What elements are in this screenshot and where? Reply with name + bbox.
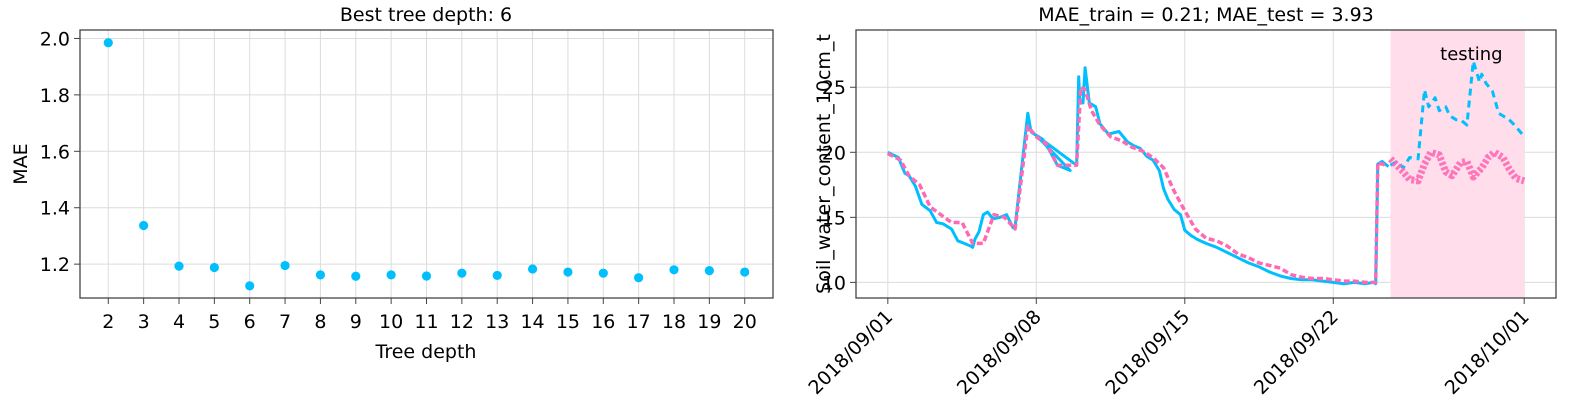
data-point [280, 260, 290, 271]
x-tick-label: 9 [350, 311, 362, 333]
y-ticks: 10 15 20 25 [822, 77, 856, 294]
data-point [351, 271, 361, 281]
series-test-prediction [1388, 148, 1526, 185]
y-axis-label: Soil_water_content_10cm_t [813, 34, 835, 294]
x-tick-label: 2 [102, 311, 114, 333]
x-tick-label: 18 [662, 311, 686, 333]
y-tick-label: 25 [822, 77, 846, 99]
x-tick-label: 2018/10/01 [1441, 306, 1534, 399]
data-point [527, 264, 538, 274]
x-tick-label: 17 [627, 311, 651, 333]
y-tick-label: 10 [822, 272, 846, 294]
x-tick-label: 20 [733, 311, 757, 333]
x-tick-label: 14 [520, 311, 544, 333]
data-point [139, 220, 149, 231]
x-tick-label: 2018/09/22 [1250, 306, 1343, 399]
y-ticks: 1.2 1.4 1.6 1.8 2.0 [40, 28, 80, 276]
data-point [598, 268, 608, 278]
x-tick-label: 6 [244, 311, 256, 333]
x-tick-label: 10 [379, 311, 403, 333]
y-tick-label: 1.6 [40, 141, 70, 163]
x-tick-label: 15 [556, 311, 580, 333]
data-point [457, 268, 467, 278]
data-point [563, 267, 573, 277]
data-point [492, 270, 502, 281]
data-point [315, 270, 326, 280]
x-tick-label: 2018/09/01 [804, 306, 897, 399]
testing-label: testing [1440, 44, 1502, 65]
x-tick-label: 2018/09/15 [1101, 306, 1194, 399]
data-point [174, 261, 184, 271]
series-observed [887, 66, 1390, 286]
x-tick-label: 12 [450, 311, 474, 333]
x-tick-label: 5 [208, 311, 220, 333]
data-point [704, 266, 714, 276]
data-point [103, 38, 113, 48]
data-point [421, 271, 432, 281]
y-tick-label: 2.0 [40, 28, 70, 50]
plot-frame [855, 29, 1557, 299]
x-tick-label: 16 [591, 311, 615, 333]
y-tick-label: 1.8 [40, 85, 70, 107]
data-point [634, 273, 644, 283]
x-ticks: 2 3 4 5 6 7 8 9 10 11 12 13 14 15 16 17 18 19 20 [102, 298, 757, 333]
y-tick-label: 1.4 [40, 198, 70, 220]
y-tick-label: 20 [822, 142, 846, 164]
soil-water-chart: testing 2018/09/01 2018/09/08 2018/09/15 20… [804, 4, 1557, 399]
x-tick-label: 11 [414, 311, 438, 333]
x-tick-label: 2018/09/08 [953, 306, 1046, 399]
chart-title: Best tree depth: 6 [340, 4, 512, 26]
data-points [103, 38, 750, 291]
chart-title: MAE_train = 0.21; MAE_test = 3.93 [1038, 4, 1374, 26]
gridlines [80, 30, 773, 298]
x-ticks: 2018/09/01 2018/09/08 2018/09/15 2018/09/22… [804, 298, 1534, 399]
data-point [740, 267, 750, 277]
x-tick-label: 7 [279, 311, 291, 333]
y-axis-label: MAE [10, 143, 32, 184]
x-tick-label: 13 [485, 311, 509, 333]
y-tick-label: 1.2 [40, 254, 70, 276]
depth-chart: 2 3 4 5 6 7 8 9 10 11 12 13 14 15 16 17 18 19 20 1.2 1.4 1.6… [10, 4, 774, 363]
x-tick-label: 4 [173, 311, 185, 333]
y-tick-label: 15 [822, 207, 846, 229]
x-axis-label: Tree depth [375, 341, 477, 363]
series-lines [887, 59, 1526, 286]
x-tick-label: 19 [697, 311, 721, 333]
x-tick-label: 3 [138, 311, 150, 333]
x-tick-label: 8 [314, 311, 326, 333]
series-training-prediction [887, 85, 1387, 285]
data-point [386, 270, 396, 280]
data-point [245, 281, 255, 291]
series-test-observed [1389, 59, 1526, 170]
data-point [669, 265, 679, 275]
data-point [209, 262, 219, 273]
